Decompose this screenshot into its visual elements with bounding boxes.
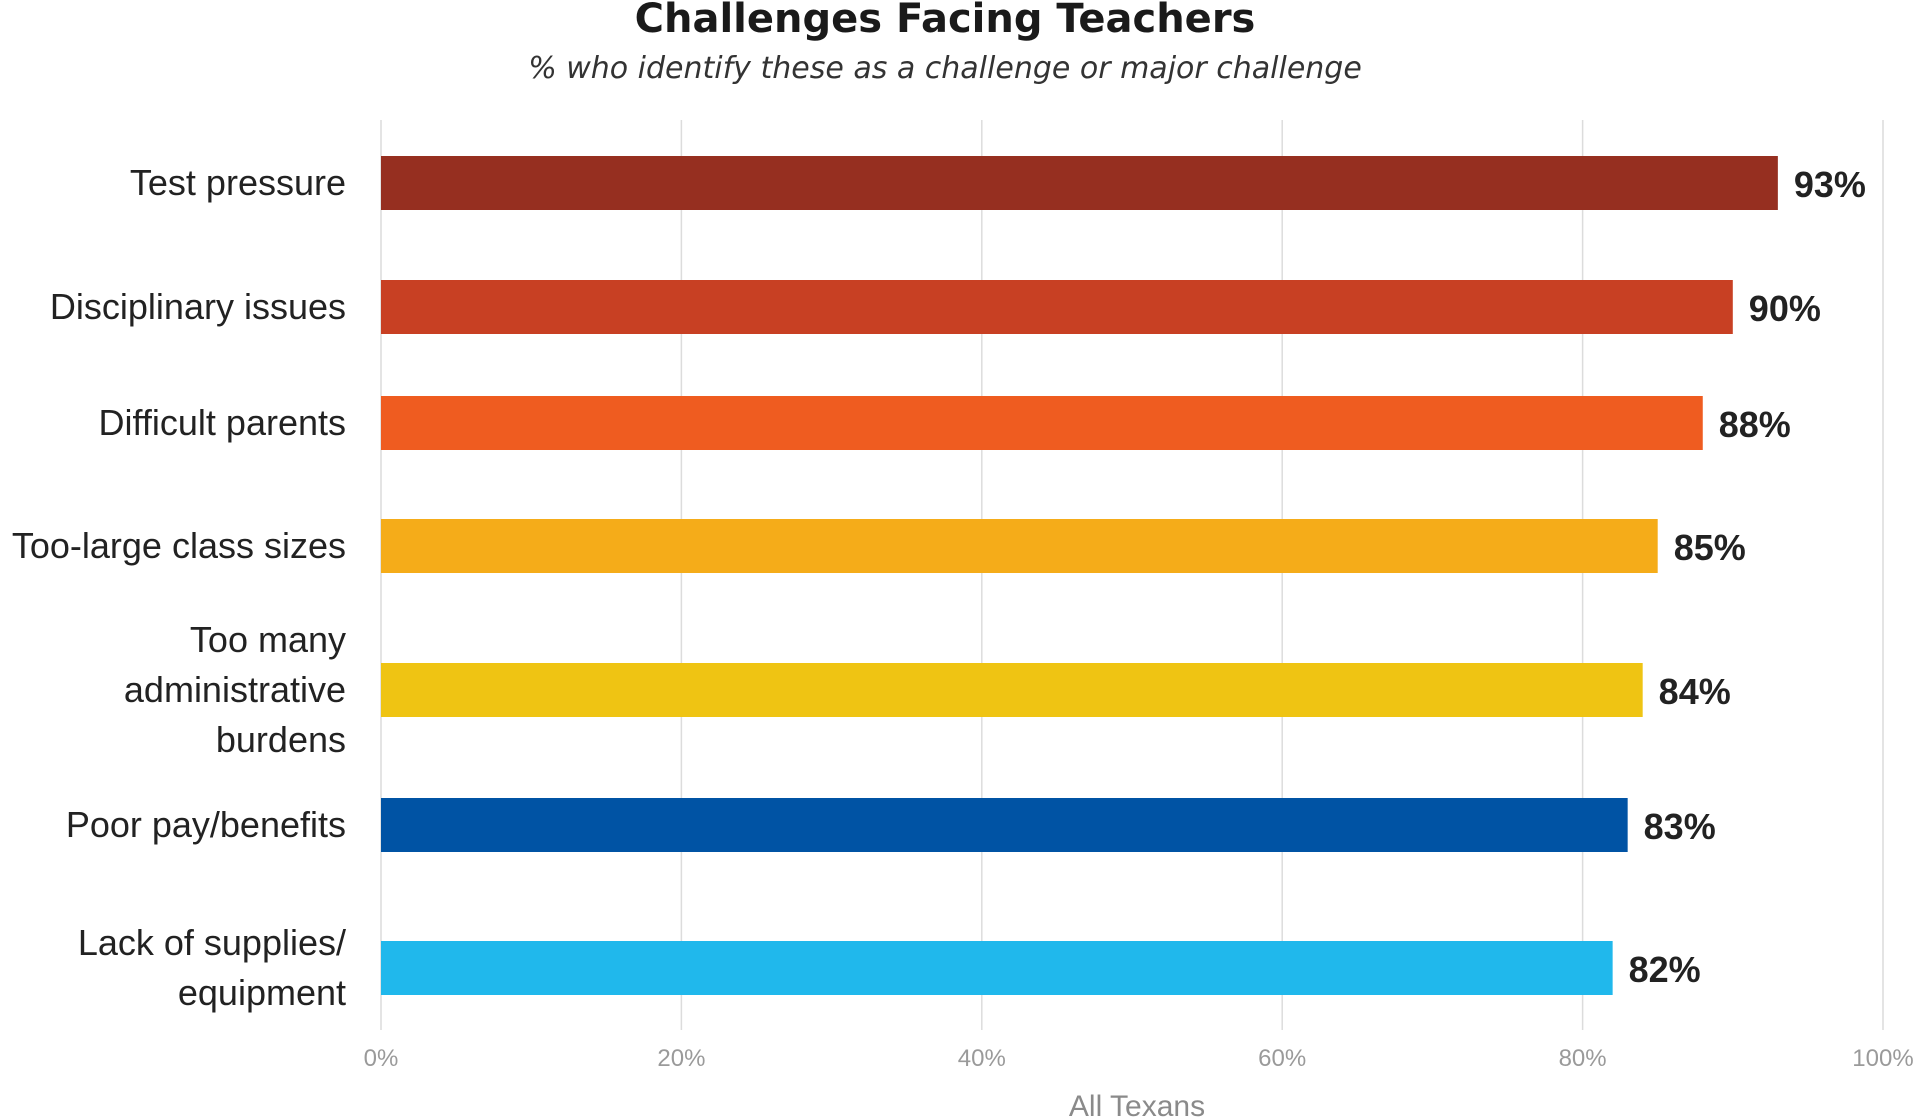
x-axis-label: All Texans — [1069, 1090, 1205, 1120]
bar-5 — [381, 798, 1628, 852]
category-label-0-line-0: Test pressure — [130, 162, 346, 203]
x-tick-label-0: 0% — [364, 1045, 399, 1072]
x-tick-label-2: 40% — [958, 1045, 1006, 1072]
category-label-4-line-1: administrative — [124, 669, 346, 710]
category-label-5-line-0: Poor pay/benefits — [66, 804, 346, 845]
bar-1 — [381, 280, 1733, 334]
category-label-2-line-0: Difficult parents — [99, 402, 346, 443]
x-tick-label-4: 80% — [1559, 1045, 1607, 1072]
category-label-4-line-0: Too many — [190, 619, 346, 660]
category-label-6-line-1: equipment — [178, 972, 346, 1013]
value-label-5: 83% — [1644, 806, 1716, 847]
x-tick-label-3: 60% — [1258, 1045, 1306, 1072]
bar-3 — [381, 519, 1658, 573]
bar-2 — [381, 396, 1703, 450]
bar-4 — [381, 663, 1643, 717]
x-axis-ticks: 0% 20% 40% 60% 80% 100% — [364, 1045, 1914, 1072]
value-label-2: 88% — [1719, 404, 1791, 445]
category-label-4-line-2: burdens — [216, 719, 346, 760]
bar-0 — [381, 156, 1778, 210]
bar-6 — [381, 941, 1613, 995]
value-label-4: 84% — [1659, 671, 1731, 712]
bars: 93% Test pressure 90% Disciplinary issues 88… — [12, 156, 1866, 1013]
value-label-6: 82% — [1629, 949, 1701, 990]
chart-title: Challenges Facing Teachers — [635, 0, 1256, 42]
value-label-0: 93% — [1794, 164, 1866, 205]
grid — [380, 120, 1884, 1030]
x-tick-label-5: 100% — [1852, 1045, 1913, 1072]
category-label-3-line-0: Too-large class sizes — [12, 525, 346, 566]
chart-subtitle: % who identify these as a challenge or m… — [528, 51, 1362, 86]
value-label-1: 90% — [1749, 288, 1821, 329]
x-tick-label-1: 20% — [657, 1045, 705, 1072]
category-label-1-line-0: Disciplinary issues — [50, 286, 346, 327]
category-label-6-line-0: Lack of supplies/ — [78, 922, 346, 963]
value-label-3: 85% — [1674, 527, 1746, 568]
